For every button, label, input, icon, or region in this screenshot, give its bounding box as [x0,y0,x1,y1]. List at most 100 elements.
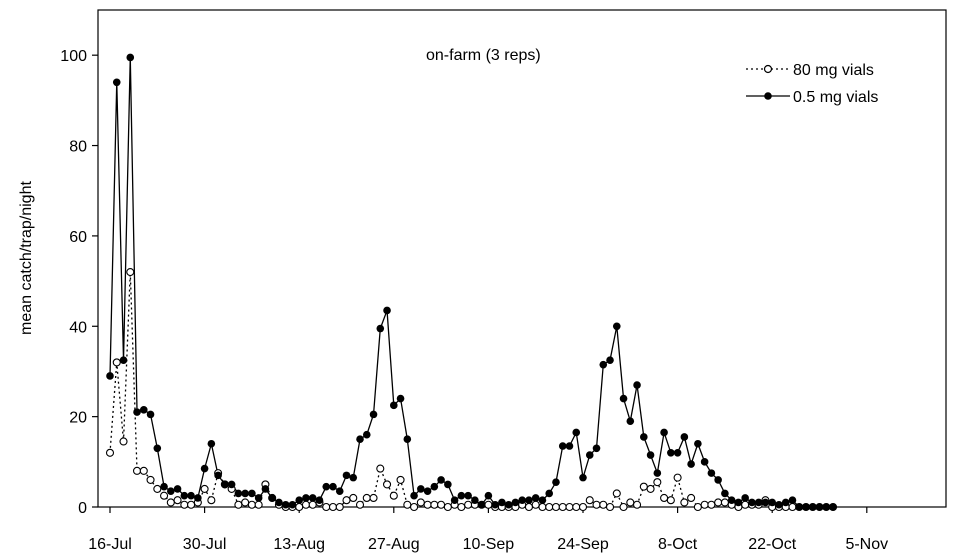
data-point-05mg [754,498,763,507]
data-point-05mg [700,458,709,466]
data-point-80mg [423,500,432,509]
data-point-05mg [626,417,635,425]
data-point-80mg [308,500,317,509]
data-point-80mg [633,500,642,509]
data-point-80mg [524,502,533,512]
data-point-80mg [396,475,405,484]
data-point-05mg [802,503,810,511]
data-point-80mg [612,489,621,498]
data-point-80mg [187,500,196,509]
data-point-05mg [640,433,648,441]
data-point-05mg [362,430,371,439]
y-axis: 0 20 40 60 80 100 [60,48,98,517]
data-point-80mg [653,478,662,487]
data-point-05mg [410,491,418,500]
x-tick-label: 24-Sep [557,536,609,553]
data-point-05mg [248,489,256,498]
data-point-05mg [322,482,331,491]
data-point-80mg [173,496,182,505]
data-point-80mg [119,437,128,446]
data-point-05mg [308,494,317,502]
data-point-05mg [484,491,493,500]
data-point-80mg [551,502,561,512]
data-point-05mg [525,496,533,505]
data-point-05mg [606,356,614,364]
data-point-80mg [626,498,635,507]
data-point-05mg [477,500,486,509]
legend-label-80mg: 80 mg vials [793,62,874,79]
plot-frame [97,9,947,508]
data-point-80mg [741,500,750,509]
data-point-05mg [572,428,581,437]
data-point-05mg [376,324,385,333]
data-point-05mg [234,489,243,498]
data-point-80mg [558,502,567,512]
y-tick-label: 60 [69,229,87,246]
data-point-05mg [444,480,452,489]
data-point-80mg [207,496,216,505]
y-tick-label: 80 [69,139,87,156]
data-point-80mg [295,502,304,512]
data-point-05mg [815,503,824,511]
data-point-05mg [808,503,817,511]
legend-label-05mg: 0.5 mg vials [793,89,878,106]
data-point-05mg [241,489,249,498]
chart-annotation: on-farm (3 reps) [426,47,541,64]
data-point-80mg [673,473,682,482]
data-point-80mg [355,500,365,509]
data-point-80mg [301,500,311,509]
data-point-80mg [153,484,162,493]
data-point-80mg [646,484,655,493]
data-point-80mg [254,500,263,509]
data-point-05mg [748,498,756,507]
data-point-05mg [119,356,128,364]
data-point-80mg [241,498,250,507]
data-point-80mg [342,496,351,505]
data-point-05mg [349,473,358,482]
legend-marker-80mg [763,64,773,74]
data-point-80mg [457,502,466,512]
data-point-05mg [761,498,770,507]
data-point-80mg [660,493,669,503]
data-point-05mg [383,306,391,315]
data-point-80mg [322,502,331,512]
data-point-05mg [721,489,729,498]
data-point-80mg [166,498,175,507]
data-point-80mg [700,500,709,509]
data-point-05mg [660,428,668,437]
data-point-05mg [673,448,682,457]
data-point-05mg [788,496,797,505]
data-point-80mg [160,491,169,500]
data-point-80mg [666,496,675,505]
data-point-05mg [146,410,155,419]
data-point-05mg [471,496,479,505]
data-point-05mg [369,410,378,419]
data-point-80mg [416,498,425,507]
data-point-05mg [633,381,641,389]
x-tick-label: 5-Nov [845,536,888,553]
data-point-80mg [146,475,155,484]
data-point-80mg [578,502,588,512]
data-point-05mg [491,500,499,509]
x-tick-label: 30-Jul [183,536,227,553]
data-point-05mg [829,503,837,511]
data-point-80mg [403,500,412,509]
data-point-80mg [693,502,702,512]
y-tick-label: 0 [78,500,87,517]
y-tick-label: 40 [69,319,87,336]
data-point-80mg [592,500,601,509]
data-point-05mg [714,476,722,484]
data-point-80mg [335,502,344,512]
data-point-05mg [694,439,702,448]
data-point-05mg [653,469,662,477]
data-point-05mg [558,442,567,450]
data-point-80mg [639,482,648,491]
data-point-80mg [443,502,452,512]
x-axis: 16-Jul 30-Jul 13-Aug 27-Aug 10-Sep 24-Sep 8-Oc… [88,507,888,553]
x-tick-label: 27-Aug [368,536,420,553]
series-line-05mg [109,57,834,508]
data-point-05mg [221,480,229,489]
data-point-05mg [200,464,209,473]
data-point-05mg [552,478,560,486]
data-point-05mg [741,494,749,502]
